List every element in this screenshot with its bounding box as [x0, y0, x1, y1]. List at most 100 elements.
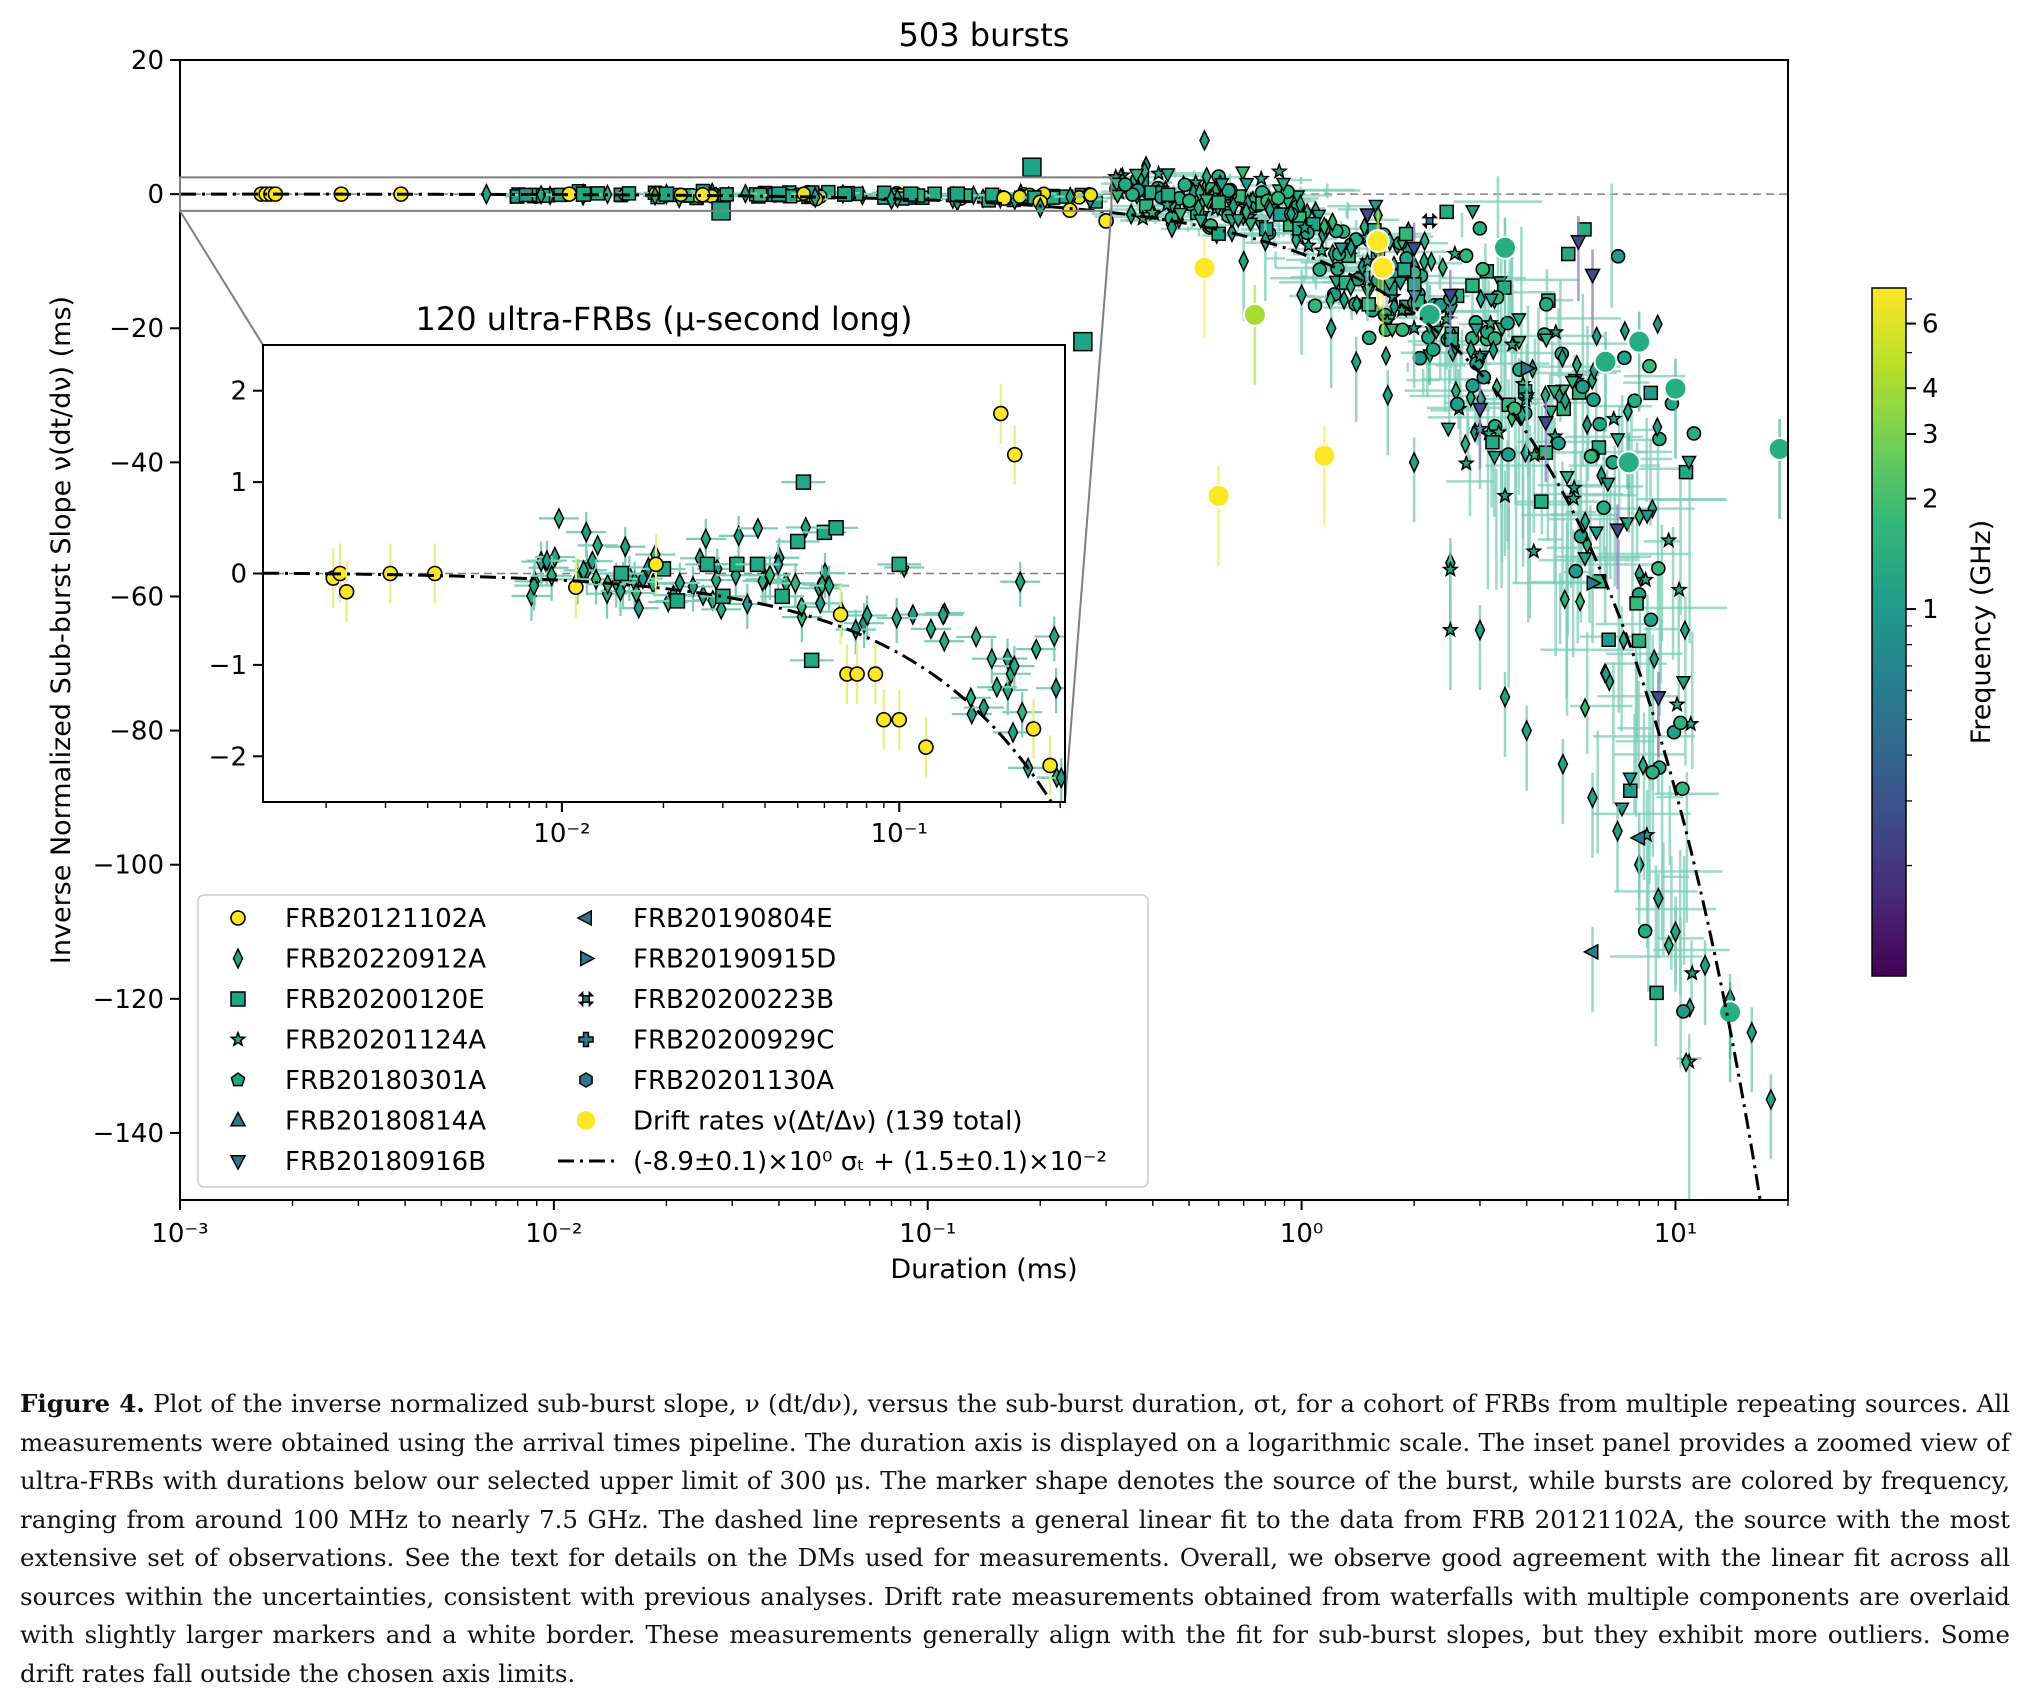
data-point	[1143, 203, 1161, 221]
drift-rate-point	[1206, 483, 1231, 508]
legend-swatch	[232, 947, 244, 970]
data-point	[795, 474, 812, 490]
data-point	[1649, 648, 1660, 670]
y-tick-label: 0	[147, 180, 164, 210]
y-tick-label: −120	[93, 985, 164, 1015]
data-point	[621, 186, 637, 201]
data-point	[1619, 320, 1630, 342]
data-point	[1437, 256, 1448, 278]
data-point	[1663, 934, 1674, 956]
drift-rate-point	[1593, 349, 1618, 374]
drift-rate-point	[1627, 329, 1652, 354]
legend-entry: FRB20220912A	[232, 945, 486, 975]
data-point	[1475, 288, 1486, 310]
data-point	[1426, 251, 1437, 273]
legend-label: FRB20190915D	[633, 945, 836, 975]
main-plot-area	[180, 129, 1788, 1200]
data-point	[1465, 387, 1476, 409]
data-point	[1600, 477, 1616, 493]
data-point	[970, 625, 982, 649]
data-point	[1034, 196, 1046, 219]
legend-swatch	[230, 991, 246, 1007]
drift-rate-point	[1312, 443, 1337, 468]
legend-swatch	[230, 910, 246, 926]
data-point	[553, 507, 565, 530]
data-point	[1307, 298, 1323, 314]
data-point	[803, 652, 820, 669]
data-point	[549, 545, 561, 569]
drift-rate-point	[1767, 436, 1788, 461]
y-tick-label: −60	[109, 582, 164, 612]
data-point	[1699, 954, 1711, 977]
data-point	[1359, 208, 1376, 224]
data-point	[1617, 350, 1632, 366]
data-point	[1622, 401, 1633, 423]
data-point	[774, 588, 791, 605]
data-point	[1511, 313, 1527, 328]
data-point	[615, 579, 626, 603]
data-point	[1610, 248, 1626, 264]
data-point	[1252, 169, 1270, 187]
data-point	[1007, 721, 1019, 744]
legend-entry: FRB20200929C	[578, 1026, 834, 1056]
series-frb20190804e	[1582, 812, 1646, 1012]
legend-swatch	[578, 1031, 594, 1048]
drift-rate-point	[1365, 229, 1390, 254]
data-point	[669, 593, 686, 609]
data-point	[891, 606, 903, 630]
data-point	[1686, 426, 1702, 441]
data-point	[1679, 619, 1690, 641]
chart-title: 503 bursts	[899, 16, 1070, 54]
data-point	[1158, 195, 1176, 213]
inset-title: 120 ultra-FRBs (μ-second long)	[416, 300, 913, 338]
data-point	[1327, 211, 1338, 233]
legend-entry: FRB20121102A	[230, 904, 486, 934]
data-point	[1319, 215, 1330, 237]
data-point	[1128, 168, 1145, 184]
legend-entry: FRB20180916B	[229, 1147, 486, 1177]
data-point	[1242, 217, 1259, 233]
data-point	[1627, 393, 1642, 409]
data-point	[1465, 278, 1480, 293]
data-point	[1547, 323, 1565, 340]
legend-swatch	[575, 1109, 597, 1132]
y-axis-title: Inverse Normalized Sub-burst Slope ν(dt/…	[46, 296, 77, 964]
data-point	[1358, 252, 1377, 269]
data-point	[1501, 447, 1516, 462]
legend-entry: FRB20180301A	[230, 1066, 486, 1096]
data-point	[1310, 209, 1327, 225]
data-point	[1238, 249, 1250, 273]
chart: 10⁻³ 10⁻² 10⁻¹ 10⁰ 10¹200−20−40−60−80−100−12…	[46, 16, 1997, 1285]
data-point	[541, 549, 553, 572]
drift-rate-point	[1492, 235, 1517, 260]
inset-y-tick-label: 0	[230, 560, 247, 590]
data-point	[1014, 570, 1026, 593]
data-point	[828, 520, 844, 536]
data-point	[832, 606, 849, 623]
y-tick-label: −40	[109, 448, 164, 478]
data-point	[1652, 431, 1667, 447]
data-point	[1623, 783, 1638, 798]
data-point	[1464, 205, 1481, 220]
data-point	[986, 647, 998, 670]
data-point	[1450, 396, 1465, 412]
data-point	[1503, 335, 1521, 352]
legend-label: FRB20180916B	[285, 1147, 486, 1177]
data-point	[849, 666, 865, 682]
x-tick-label: 10⁰	[1280, 1219, 1324, 1249]
data-point	[1539, 297, 1554, 312]
inset-x-tick-label: 10⁻²	[533, 819, 590, 849]
data-point	[1496, 486, 1514, 504]
legend-frame	[197, 894, 1149, 1188]
data-point	[1591, 325, 1602, 347]
data-point	[991, 676, 1003, 699]
colorbar: 6 4 3 2 1	[1871, 287, 1939, 977]
data-point	[1361, 330, 1377, 346]
y-tick-label: −100	[93, 851, 164, 881]
data-point	[1392, 276, 1409, 292]
legend-entry: FRB20190915D	[580, 945, 836, 975]
data-point	[1571, 354, 1582, 376]
inset-y-tick-label: −2	[209, 742, 247, 772]
data-point	[619, 535, 631, 558]
x-tick-label: 10⁻²	[525, 1219, 582, 1249]
